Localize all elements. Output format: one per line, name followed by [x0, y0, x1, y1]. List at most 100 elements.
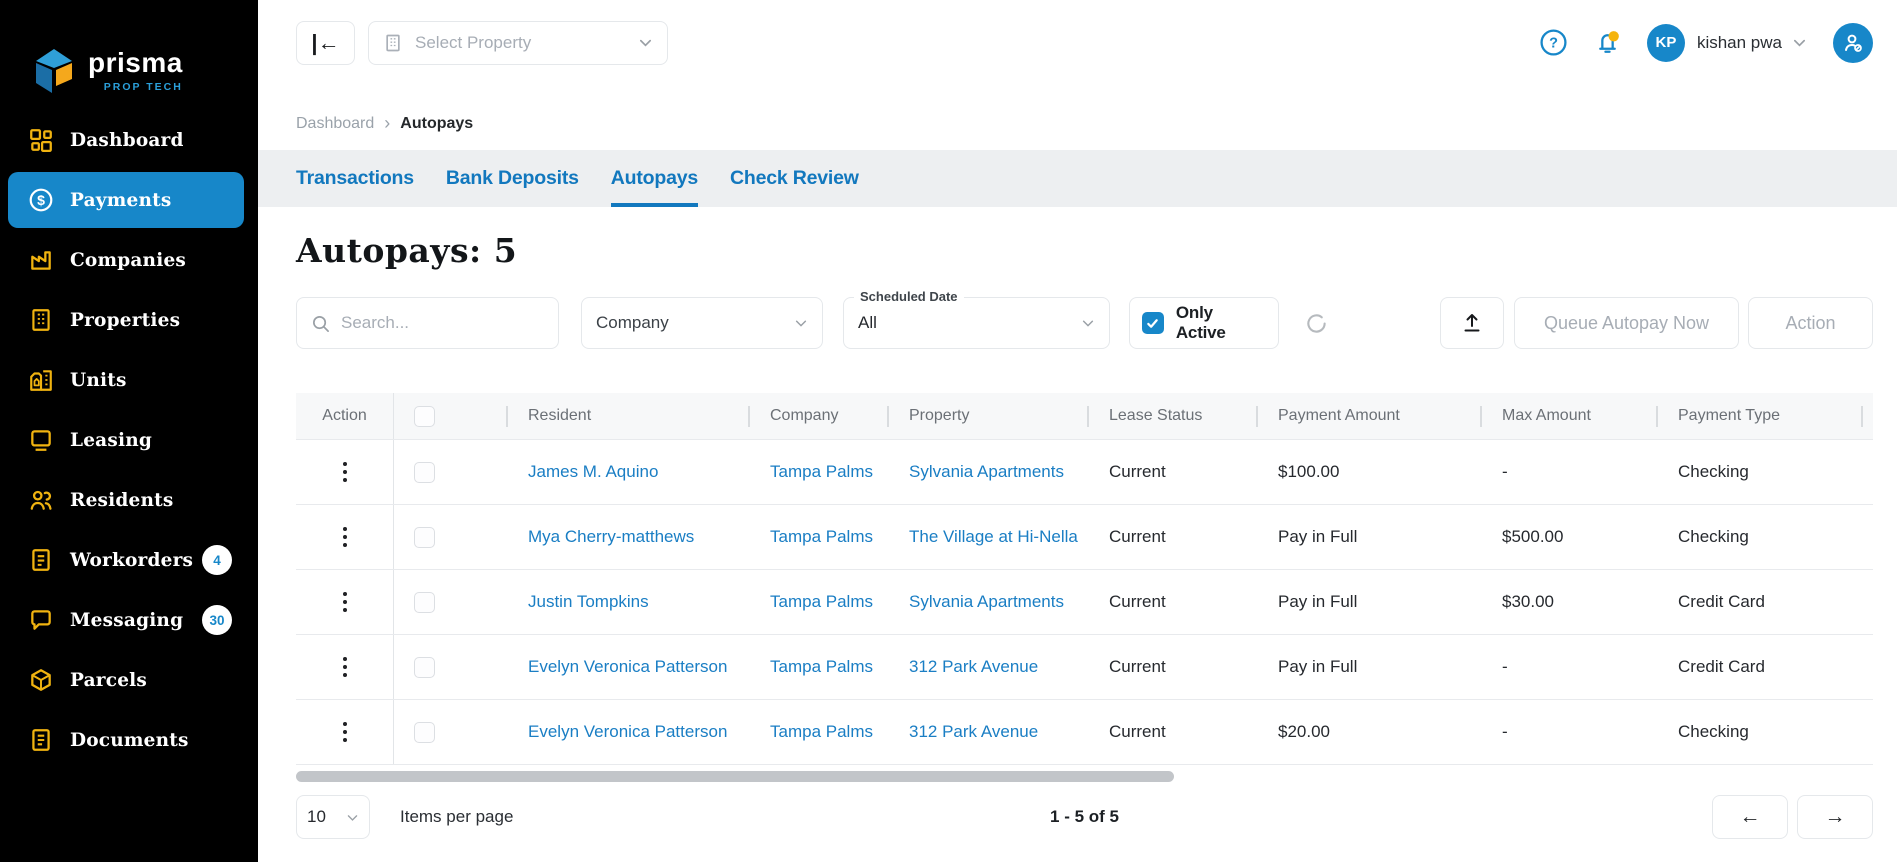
sidebar-item-dashboard[interactable]: Dashboard — [8, 112, 244, 168]
row-checkbox[interactable] — [414, 591, 435, 613]
tab-autopays[interactable]: Autopays — [610, 150, 699, 207]
property-select[interactable]: Select Property — [368, 20, 668, 65]
payment-amount-cell: Pay in Full — [1278, 657, 1358, 676]
sidebar-item-label: Properties — [70, 309, 181, 331]
upload-icon — [1460, 311, 1484, 335]
column-header-company[interactable]: Company — [748, 393, 887, 439]
sidebar-nav: Dashboard $ Payments Companies — [0, 112, 258, 772]
parcels-icon — [28, 667, 54, 693]
messaging-count-badge: 30 — [202, 605, 232, 635]
column-header-payment-type[interactable]: Payment Type — [1656, 393, 1861, 439]
action-button[interactable]: Action — [1748, 297, 1873, 349]
select-all-checkbox[interactable] — [414, 405, 435, 427]
table-row: Evelyn Veronica Patterson Tampa Palms 31… — [296, 700, 1873, 765]
collapse-sidebar-button[interactable]: |← — [296, 20, 355, 65]
row-actions-kebab-icon[interactable] — [337, 521, 353, 553]
sidebar-item-label: Dashboard — [70, 129, 184, 151]
help-button[interactable]: ? — [1539, 28, 1568, 57]
workorders-icon — [28, 547, 54, 573]
column-header-action: Action — [296, 393, 394, 439]
company-link[interactable]: Tampa Palms — [770, 657, 873, 676]
notifications-button[interactable] — [1592, 27, 1623, 58]
sidebar-item-properties[interactable]: Properties — [8, 292, 244, 348]
filter-bar: Company Scheduled Date All Only Active — [296, 289, 1873, 349]
page-size-value: 10 — [307, 807, 326, 826]
row-actions-kebab-icon[interactable] — [337, 586, 353, 618]
row-actions-kebab-icon[interactable] — [337, 456, 353, 488]
column-header-payment-amount[interactable]: Payment Amount — [1256, 393, 1480, 439]
property-link[interactable]: Sylvania Apartments — [909, 592, 1064, 611]
arrow-right-icon: → — [1824, 805, 1846, 828]
column-header-lease-status[interactable]: Lease Status — [1087, 393, 1256, 439]
only-active-toggle[interactable]: Only Active — [1129, 297, 1279, 349]
scheduled-date-select[interactable]: Scheduled Date All — [843, 289, 1110, 349]
resident-link[interactable]: Evelyn Veronica Patterson — [528, 657, 728, 676]
property-link[interactable]: 312 Park Avenue — [909, 657, 1039, 676]
payment-type-cell: Credit Card — [1678, 592, 1765, 611]
max-amount-cell: - — [1502, 722, 1508, 741]
breadcrumb-dashboard[interactable]: Dashboard — [296, 114, 375, 132]
table-header-row: Action Resident Company Property Lease S… — [296, 393, 1873, 440]
sidebar-item-workorders[interactable]: Workorders 4 — [8, 532, 244, 588]
resident-link[interactable]: Mya Cherry-matthews — [528, 527, 695, 546]
payments-icon: $ — [28, 187, 54, 213]
prisma-logo: prisma PROP TECH — [0, 0, 258, 112]
prisma-prism-icon — [30, 46, 78, 96]
property-link[interactable]: Sylvania Apartments — [909, 462, 1064, 481]
row-checkbox[interactable] — [414, 461, 435, 483]
property-link[interactable]: 312 Park Avenue — [909, 722, 1039, 741]
queue-autopay-now-button[interactable]: Queue Autopay Now — [1514, 297, 1739, 349]
sidebar-item-documents[interactable]: Documents — [8, 712, 244, 768]
user-menu-chevron-icon[interactable] — [1792, 35, 1807, 50]
company-link[interactable]: Tampa Palms — [770, 722, 873, 741]
tab-transactions[interactable]: Transactions — [296, 167, 414, 189]
only-active-checkbox[interactable] — [1142, 312, 1164, 334]
chevron-down-icon — [1081, 316, 1095, 330]
sidebar-item-units[interactable]: Units — [8, 352, 244, 408]
lease-status-cell: Current — [1109, 722, 1166, 741]
search-input[interactable] — [341, 313, 544, 333]
sidebar-item-parcels[interactable]: Parcels — [8, 652, 244, 708]
sidebar-item-messaging[interactable]: Messaging 30 — [8, 592, 244, 648]
company-link[interactable]: Tampa Palms — [770, 462, 873, 481]
column-header-resident[interactable]: Resident — [506, 393, 748, 439]
resident-link[interactable]: Evelyn Veronica Patterson — [528, 722, 728, 741]
tab-check-review[interactable]: Check Review — [730, 167, 859, 189]
property-select-placeholder: Select Property — [415, 32, 532, 52]
page-size-select[interactable]: 10 — [296, 795, 370, 839]
payment-amount-cell: $20.00 — [1278, 722, 1330, 741]
payment-amount-cell: Pay in Full — [1278, 527, 1358, 546]
only-active-label: Only Active — [1175, 303, 1226, 342]
switch-user-button[interactable] — [1833, 22, 1873, 63]
company-link[interactable]: Tampa Palms — [770, 527, 873, 546]
sidebar-item-payments[interactable]: $ Payments — [8, 172, 244, 228]
column-header-property[interactable]: Property — [887, 393, 1087, 439]
row-actions-kebab-icon[interactable] — [337, 651, 353, 683]
horizontal-scrollbar-thumb[interactable] — [296, 771, 1174, 782]
property-link[interactable]: The Village at Hi-Nella — [909, 527, 1078, 546]
payment-type-cell: Checking — [1678, 722, 1749, 741]
column-header-max-amount[interactable]: Max Amount — [1480, 393, 1656, 439]
search-icon — [311, 314, 330, 333]
refresh-spinner-icon[interactable] — [1305, 312, 1328, 335]
sidebar-item-leasing[interactable]: Leasing — [8, 412, 244, 468]
row-checkbox[interactable] — [414, 526, 435, 548]
resident-link[interactable]: Justin Tompkins — [528, 592, 649, 611]
sidebar-item-companies[interactable]: Companies — [8, 232, 244, 288]
messaging-icon — [28, 607, 54, 633]
row-actions-kebab-icon[interactable] — [337, 716, 353, 748]
next-page-button[interactable]: → — [1797, 795, 1873, 839]
row-checkbox[interactable] — [414, 721, 435, 743]
sidebar-item-residents[interactable]: Residents — [8, 472, 244, 528]
export-button[interactable] — [1440, 297, 1504, 349]
user-avatar[interactable]: KP — [1646, 23, 1685, 62]
company-select[interactable]: Company — [581, 297, 823, 349]
previous-page-button[interactable]: ← — [1712, 795, 1788, 839]
payments-tabs: Transactions Bank Deposits Autopays Chec… — [258, 150, 1897, 207]
sidebar-item-label: Parcels — [70, 669, 148, 691]
max-amount-cell: - — [1502, 462, 1508, 481]
company-link[interactable]: Tampa Palms — [770, 592, 873, 611]
resident-link[interactable]: James M. Aquino — [528, 462, 659, 481]
tab-bank-deposits[interactable]: Bank Deposits — [445, 167, 579, 189]
row-checkbox[interactable] — [414, 656, 435, 678]
